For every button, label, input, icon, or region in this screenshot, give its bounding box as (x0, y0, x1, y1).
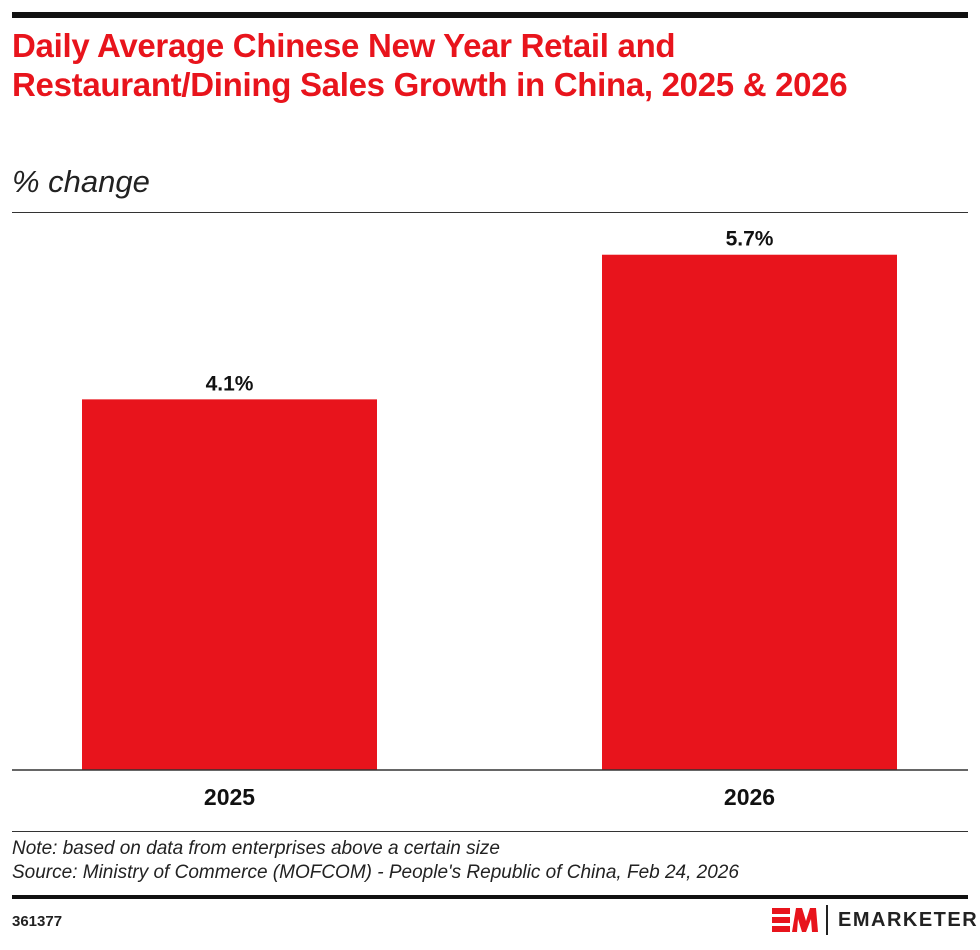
x-tick-label-2025: 2025 (204, 784, 255, 810)
chart-id: 361377 (12, 913, 63, 930)
footer-divider (12, 831, 968, 832)
bar-2025 (82, 399, 377, 770)
data-label-2025: 4.1% (206, 372, 254, 395)
bar-chart: 4.1% 2025 5.7% 2026 (12, 228, 968, 810)
bar-2026 (602, 254, 897, 771)
data-label-2026: 5.7% (726, 228, 774, 251)
x-tick-label-2026: 2026 (724, 784, 775, 810)
em-logo-icon (772, 908, 818, 932)
emarketer-logo: EMARKETER (772, 905, 978, 935)
logo-divider (826, 905, 828, 935)
chart-note: Note: based on data from enterprises abo… (12, 838, 500, 859)
chart-source: Source: Ministry of Commerce (MOFCOM) - … (12, 862, 739, 883)
bottom-bar (12, 895, 968, 899)
top-bar (12, 12, 968, 18)
chart-title: Daily Average Chinese New Year Retail an… (12, 27, 848, 103)
chart-subtitle: % change (12, 164, 150, 199)
brand-name: EMARKETER (838, 908, 979, 931)
header-divider (12, 212, 968, 213)
